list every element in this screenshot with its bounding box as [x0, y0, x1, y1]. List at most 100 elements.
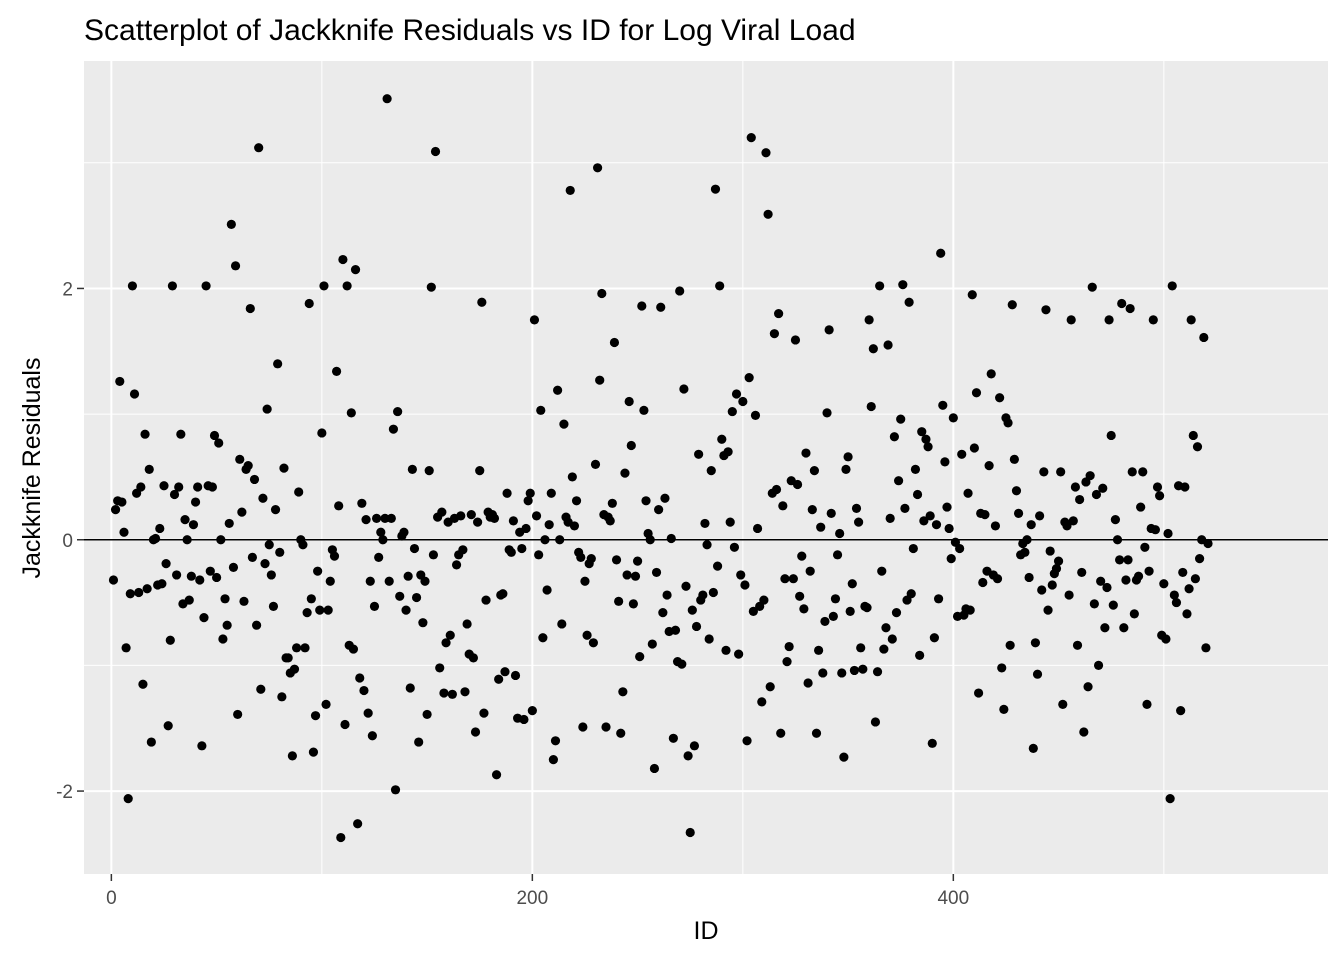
data-point	[157, 579, 167, 589]
data-point	[843, 452, 853, 462]
data-point	[727, 406, 737, 417]
data-point	[1190, 574, 1200, 584]
data-point	[1201, 643, 1211, 653]
data-point	[795, 591, 805, 601]
data-point	[883, 340, 893, 350]
data-point	[845, 606, 855, 616]
data-point	[980, 510, 990, 520]
data-point	[523, 496, 533, 506]
data-point	[279, 463, 289, 473]
data-point	[405, 683, 415, 693]
data-point	[1066, 315, 1076, 325]
data-point	[774, 308, 784, 319]
y-tick-label: 0	[62, 531, 73, 552]
data-point	[1011, 486, 1022, 496]
data-point	[931, 520, 942, 530]
data-point	[637, 301, 647, 311]
data-point	[310, 711, 321, 721]
data-point	[557, 619, 567, 629]
data-point	[687, 605, 697, 615]
data-point	[866, 401, 876, 412]
data-point	[971, 388, 982, 398]
data-point	[586, 554, 596, 564]
data-point	[456, 511, 466, 521]
chart-title: Scatterplot of Jackknife Residuals vs ID…	[84, 14, 856, 47]
data-point	[458, 545, 468, 555]
data-point	[893, 476, 904, 486]
data-point	[658, 608, 668, 618]
data-point	[801, 448, 811, 458]
data-point	[1180, 482, 1190, 492]
data-point	[319, 281, 329, 291]
data-point	[218, 634, 228, 644]
data-point	[331, 366, 342, 376]
data-point	[165, 635, 175, 645]
data-point	[273, 359, 283, 369]
data-point	[946, 554, 956, 564]
data-point	[1167, 281, 1177, 291]
data-point	[717, 434, 727, 444]
data-point	[744, 373, 754, 383]
data-point	[607, 498, 617, 508]
data-point	[1070, 482, 1081, 492]
data-point	[647, 639, 657, 649]
data-point	[822, 408, 832, 418]
data-point	[868, 344, 878, 354]
data-point	[403, 571, 413, 581]
data-point	[384, 576, 394, 586]
data-point	[159, 481, 169, 491]
data-point	[759, 595, 769, 605]
data-point	[940, 457, 950, 467]
data-point	[679, 384, 689, 394]
data-point	[1005, 640, 1015, 650]
data-point	[247, 552, 257, 562]
data-point	[910, 464, 921, 474]
data-point	[1083, 682, 1093, 692]
data-point	[184, 595, 194, 605]
data-point	[580, 576, 590, 586]
data-point	[506, 547, 516, 557]
data-point	[527, 706, 537, 716]
data-point	[428, 550, 439, 560]
data-point	[721, 645, 731, 655]
data-point	[635, 652, 645, 662]
data-point	[451, 560, 462, 570]
data-point	[150, 533, 161, 544]
data-point	[239, 596, 249, 606]
data-point	[725, 517, 735, 527]
data-point	[517, 543, 527, 554]
data-point	[601, 722, 611, 732]
data-point	[1155, 491, 1165, 501]
data-point	[818, 668, 828, 678]
data-point	[220, 594, 230, 604]
data-point	[698, 590, 708, 600]
data-point	[1068, 516, 1078, 526]
data-point	[1186, 315, 1196, 325]
data-point	[1192, 442, 1203, 452]
data-point	[757, 697, 767, 707]
y-tick-label: 2	[62, 279, 73, 300]
data-point	[792, 479, 803, 490]
data-point	[746, 133, 756, 143]
data-point	[782, 657, 792, 667]
data-point	[611, 555, 622, 565]
data-point	[390, 785, 401, 795]
data-point	[670, 625, 681, 635]
data-point	[1127, 467, 1137, 477]
data-point	[424, 466, 434, 476]
data-point	[957, 449, 967, 459]
data-point	[942, 502, 952, 512]
data-point	[357, 498, 367, 508]
data-point	[797, 551, 807, 561]
data-point	[468, 653, 479, 663]
data-point	[626, 440, 636, 451]
data-point	[437, 507, 447, 517]
data-point	[534, 550, 544, 560]
data-point	[525, 488, 535, 498]
data-point	[778, 501, 788, 511]
data-point	[300, 643, 310, 653]
data-point	[814, 645, 824, 655]
data-point	[386, 513, 396, 523]
data-point	[666, 533, 676, 544]
